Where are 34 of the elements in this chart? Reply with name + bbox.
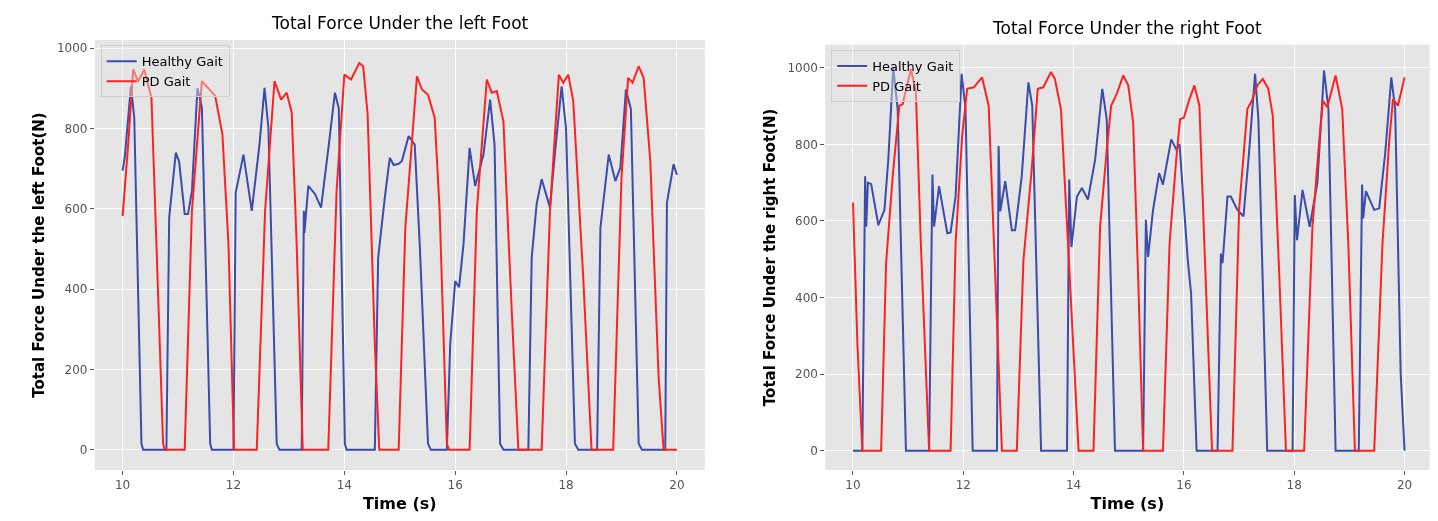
- x-tick-label: 14: [1065, 478, 1082, 493]
- chart-title: Total Force Under the left Foot: [271, 13, 529, 33]
- x-tick-label: 10: [845, 478, 861, 493]
- x-tick-label: 18: [1286, 478, 1302, 493]
- y-tick-label: 800: [64, 121, 88, 136]
- legend-label: Healthy Gait: [141, 54, 223, 70]
- x-tick-label: 20: [1396, 478, 1413, 493]
- y-tick-label: 400: [795, 290, 819, 305]
- y-tick-label: 600: [795, 214, 819, 229]
- y-tick-label: 0: [79, 443, 88, 458]
- x-tick-label: 16: [1176, 478, 1192, 493]
- x-axis-title: Time (s): [362, 494, 437, 514]
- x-tick-label: 16: [447, 478, 463, 493]
- legend-label: Healthy Gait: [872, 59, 954, 75]
- legend-label: PD Gait: [872, 78, 921, 94]
- legend-label: PD Gait: [141, 74, 191, 90]
- y-tick-label: 200: [795, 367, 819, 382]
- x-tick-label: 10: [114, 478, 131, 493]
- y-tick-label: 600: [64, 202, 88, 217]
- y-tick-label: 1000: [56, 41, 88, 56]
- x-tick-label: 20: [669, 478, 685, 493]
- y-tick-label: 1000: [787, 60, 819, 75]
- y-tick-label: 0: [810, 444, 819, 458]
- x-tick-label: 12: [955, 478, 971, 493]
- y-tick-label: 800: [795, 137, 819, 152]
- y-axis-title: Total Force Under the right Foot(N): [760, 108, 779, 407]
- x-tick-label: 18: [558, 478, 574, 493]
- x-tick-label: 14: [336, 478, 352, 493]
- y-tick-label: 400: [64, 282, 88, 297]
- x-tick-label: 12: [225, 478, 242, 493]
- y-tick-label: 200: [64, 362, 88, 377]
- y-axis-title: Total Force Under the left Foot(N): [30, 112, 49, 398]
- chart-title: Total Force Under the right Foot: [992, 18, 1262, 38]
- x-axis-title: Time (s): [1090, 494, 1165, 514]
